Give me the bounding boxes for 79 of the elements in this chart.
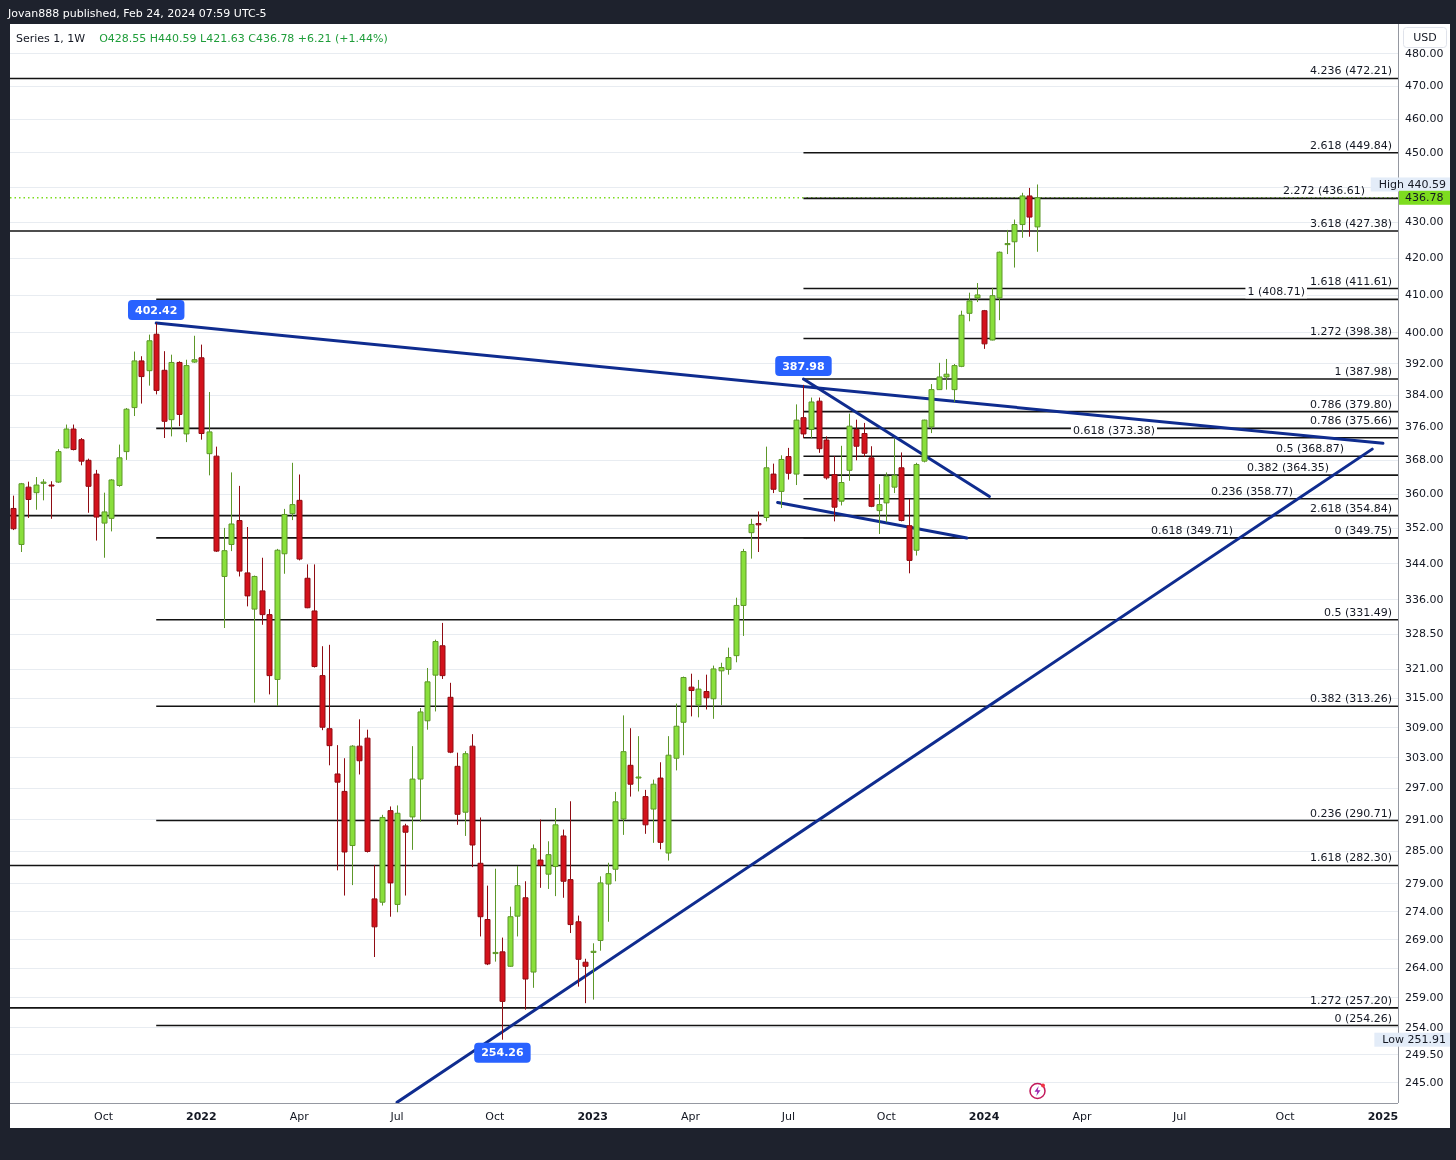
y-axis-title: USD — [1413, 31, 1437, 44]
y-tick-label: 376.00 — [1405, 420, 1444, 434]
x-tick-label: Oct — [1275, 1109, 1296, 1123]
annotation: 387.98 — [782, 359, 825, 373]
series-label: 0 (349.75) — [1334, 523, 1392, 537]
series-label: 0.382 (364.35) — [1246, 461, 1329, 475]
y-tick-label: 368.00 — [1405, 453, 1444, 467]
series-label: 0.786 (375.66) — [1309, 414, 1392, 428]
y-tick-label: 420.00 — [1405, 251, 1444, 265]
series-label: 0.618 (373.38) — [1072, 423, 1155, 437]
y-tick-label: 264.00 — [1405, 961, 1444, 975]
x-tick-label: Apr — [681, 1109, 701, 1123]
y-tick-label: 245.00 — [1405, 1075, 1444, 1089]
series-label: 0.618 (349.71) — [1150, 523, 1233, 537]
annotation: Low 251.91 — [1382, 1033, 1446, 1047]
series-label: 0.5 (331.49) — [1323, 605, 1392, 619]
text: O428.55 H440.59 L421.63 C436.78 +6.21 (+1.44%) — [99, 31, 388, 45]
y-tick-label: 315.00 — [1405, 691, 1444, 705]
series-label: 0 (254.26) — [1334, 1011, 1392, 1025]
series-label: 1.618 (282.30) — [1309, 851, 1392, 865]
y-tick-label: 384.00 — [1405, 388, 1444, 402]
y-tick-label: 303.00 — [1405, 750, 1444, 764]
series-label: 4.236 (472.21) — [1309, 64, 1392, 78]
series-label: 2.618 (354.84) — [1309, 501, 1392, 515]
y-tick-label: 254.00 — [1405, 1020, 1444, 1034]
series-label: 0.5 (368.87) — [1275, 442, 1344, 456]
y-tick-label: 259.00 — [1405, 990, 1444, 1004]
y-tick-label: 352.00 — [1405, 521, 1444, 535]
series-label: 3.618 (427.38) — [1309, 217, 1392, 231]
series-label: 0.236 (290.71) — [1309, 806, 1392, 820]
y-tick-label: 392.00 — [1405, 356, 1444, 370]
text: Jovan888 published, Feb 24, 2024 07:59 UTC-5 — [7, 6, 267, 20]
x-tick-label: Oct — [485, 1109, 506, 1123]
y-tick-label: 279.00 — [1405, 876, 1444, 890]
y-tick-label: 336.00 — [1405, 592, 1444, 606]
y-tick-label: 291.00 — [1405, 812, 1444, 826]
x-tick-label: 2022 — [186, 1109, 217, 1123]
y-tick-label: 430.00 — [1405, 215, 1444, 229]
y-tick-label: 344.00 — [1405, 556, 1444, 570]
ref-line-label: 436.78 — [1405, 191, 1444, 205]
y-tick-label: 249.50 — [1405, 1047, 1444, 1061]
x-tick-label: Oct — [876, 1109, 897, 1123]
y-tick-label: 309.00 — [1405, 720, 1444, 734]
series-label: 1 (387.98) — [1334, 365, 1392, 379]
y-tick-label: 269.00 — [1405, 932, 1444, 946]
series-label: 2.618 (449.84) — [1309, 138, 1392, 152]
series-label: 1.272 (398.38) — [1309, 324, 1392, 338]
series-label: 0.382 (313.26) — [1309, 692, 1392, 706]
y-tick-label: 460.00 — [1405, 112, 1444, 126]
x-tick-label: Oct — [94, 1109, 114, 1123]
y-tick-label: 321.00 — [1405, 662, 1444, 676]
x-tick-label: Apr — [1072, 1109, 1092, 1123]
x-tick-label: 2023 — [577, 1109, 609, 1123]
series-label: 0.236 (358.77) — [1210, 484, 1293, 498]
x-tick-label: 2025 — [1367, 1109, 1399, 1123]
series-label: 1.618 (411.61) — [1309, 274, 1392, 288]
x-tick-label: Jul — [1172, 1109, 1187, 1123]
x-tick-label: Jul — [780, 1109, 796, 1123]
series-label: 1 (408.71) — [1247, 285, 1305, 299]
annotation: 402.42 — [134, 303, 178, 317]
y-tick-label: 470.00 — [1405, 79, 1444, 93]
x-tick-label: 2024 — [968, 1109, 1000, 1123]
y-tick-label: 400.00 — [1405, 325, 1444, 339]
y-tick-label: 480.00 — [1405, 46, 1444, 60]
y-tick-label: 410.00 — [1405, 288, 1444, 302]
y-tick-label: 297.00 — [1405, 781, 1444, 795]
x-tick-label: Apr — [289, 1109, 310, 1123]
y-tick-label: 274.00 — [1405, 904, 1444, 918]
y-tick-label: 450.00 — [1405, 145, 1444, 159]
x-tick-label: Jul — [389, 1109, 404, 1123]
y-tick-label: 285.00 — [1405, 844, 1444, 858]
annotation: High 440.59 — [1378, 177, 1446, 191]
series-label: 0.786 (379.80) — [1309, 397, 1392, 411]
text: Series 1, 1W — [16, 31, 86, 45]
series-label: 2.272 (436.61) — [1282, 184, 1365, 198]
y-tick-label: 328.50 — [1405, 627, 1444, 641]
y-tick-label: 360.00 — [1405, 487, 1444, 501]
series-label: 1.272 (257.20) — [1309, 993, 1392, 1007]
annotation: 254.26 — [481, 1046, 524, 1060]
